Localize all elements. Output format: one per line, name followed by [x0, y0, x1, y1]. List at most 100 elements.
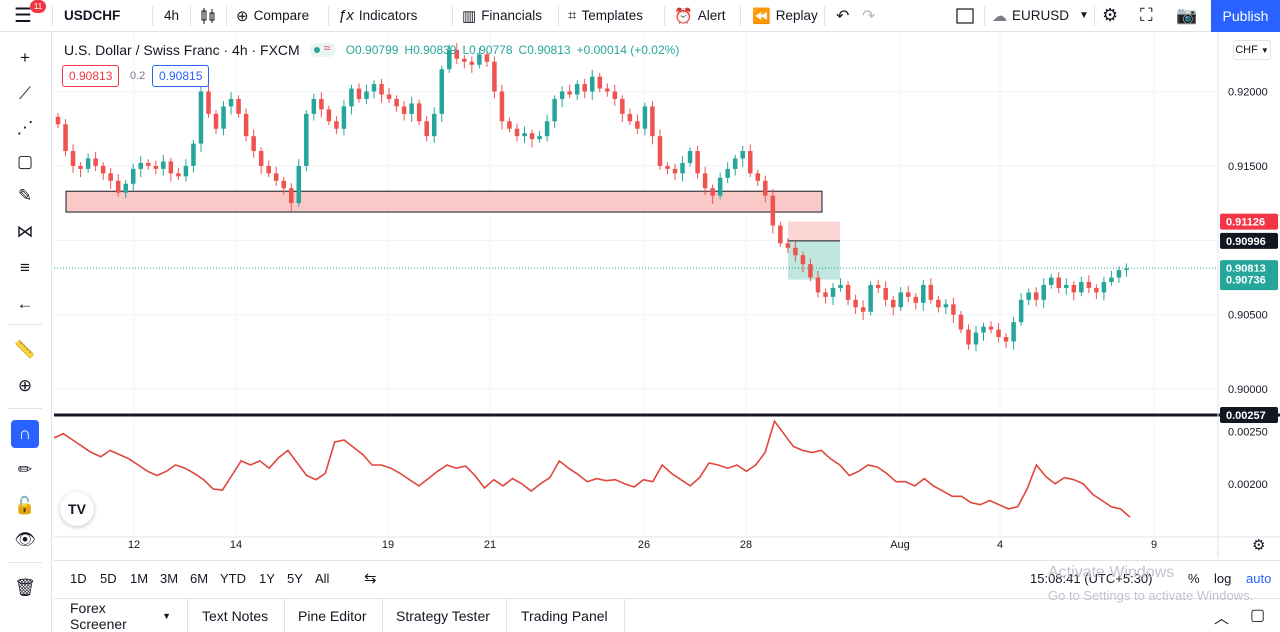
candle-body	[763, 180, 768, 196]
range-1y[interactable]: 1Y	[259, 571, 275, 586]
candle-body	[168, 161, 174, 174]
candle-body	[868, 284, 873, 312]
range-3m[interactable]: 3M	[160, 571, 179, 586]
indicators-button[interactable]: ƒx Indicators	[338, 0, 417, 31]
tab-forex-screener[interactable]: Forex Screener ▼	[54, 599, 188, 632]
candle-body	[484, 54, 490, 62]
trash-icon[interactable]: 🗑	[14, 578, 36, 597]
undo-icon[interactable]: ↶	[836, 7, 850, 25]
candle-body	[439, 69, 445, 114]
candle-body	[183, 165, 189, 177]
candle-body	[966, 329, 971, 345]
compare-button[interactable]: ⊕ Compare	[236, 0, 309, 31]
range-all[interactable]: All	[315, 571, 330, 586]
fullscreen-icon[interactable]: ⛶	[1140, 5, 1153, 25]
currency-dropdown[interactable]: CHF ▼	[1233, 40, 1271, 60]
range-5d[interactable]: 5D	[100, 571, 117, 586]
menu-icon[interactable]: ☰	[14, 5, 32, 27]
price-tick-label: 0.90000	[1228, 384, 1268, 396]
percent-toggle[interactable]: %	[1188, 571, 1200, 586]
interval-button[interactable]: 4h	[164, 8, 180, 23]
chevron-up-icon[interactable]: ︿	[1214, 610, 1230, 627]
candle-body	[349, 88, 354, 107]
tab-trading-panel[interactable]: Trading Panel	[505, 599, 625, 632]
date-range-icon[interactable]: ⇆	[364, 570, 377, 587]
clock-time[interactable]: 15:08:41 (UTC+5:30)	[1030, 571, 1153, 586]
range-1d[interactable]: 1D	[70, 571, 87, 586]
compare-symbol-button[interactable]: ☁ EURUSD ▼	[992, 0, 1089, 31]
templates-button[interactable]: ⌗ Templates	[568, 0, 643, 31]
candle-body	[492, 61, 497, 92]
candle-body	[635, 121, 640, 129]
ruler-icon[interactable]: 📏	[14, 340, 36, 359]
replay-button[interactable]: ⏪ Replay	[752, 0, 818, 31]
lock-icon[interactable]: 🔓	[14, 496, 36, 515]
lock-drawing-icon[interactable]: ✏	[17, 460, 33, 479]
candle-body	[906, 292, 911, 297]
candle-body	[785, 243, 791, 248]
plus-circle-icon: ⊕	[236, 7, 249, 25]
candle-body	[830, 287, 836, 297]
tradingview-logo[interactable]: TV	[60, 492, 94, 526]
candle-body	[582, 84, 587, 92]
chevron-down-icon: ▼	[162, 611, 171, 621]
bar-chart-icon: ▥	[462, 7, 477, 25]
zoom-in-icon[interactable]: ⊕	[17, 376, 33, 395]
fib-tool-icon[interactable]: ⋰	[16, 118, 34, 137]
layout-icon[interactable]	[956, 0, 974, 31]
candle-body	[138, 162, 144, 169]
settings-gear-icon[interactable]: ⚙	[1102, 5, 1119, 25]
range-ytd[interactable]: YTD	[220, 571, 246, 586]
publish-button[interactable]: Publish	[1211, 0, 1280, 32]
candle-body	[153, 165, 159, 169]
candle-body	[958, 314, 964, 330]
brush-icon[interactable]: ✎	[17, 186, 33, 205]
tab-label: Forex Screener	[70, 600, 127, 632]
candle-body	[680, 162, 685, 174]
candle-body	[747, 151, 753, 174]
candle-body	[650, 106, 655, 137]
range-6m[interactable]: 6M	[190, 571, 209, 586]
bottom-panel-tabs: Forex Screener ▼ Text Notes Pine Editor S…	[54, 598, 1280, 632]
redo-icon[interactable]: ↷	[862, 7, 876, 25]
sell-button[interactable]: 0.90813	[62, 65, 120, 87]
price-tick-label: 0.92000	[1228, 87, 1268, 99]
camera-icon[interactable]: 📷	[1176, 5, 1198, 25]
buy-button[interactable]: 0.90815	[152, 65, 210, 87]
price-chart[interactable]: 0.920000.915000.910000.905000.900000.002…	[54, 32, 1280, 558]
projection-icon[interactable]: ≡	[20, 258, 30, 277]
range-5y[interactable]: 5Y	[287, 571, 303, 586]
divider	[8, 562, 42, 563]
divider	[190, 6, 191, 26]
candle-body	[883, 287, 888, 300]
maximize-icon[interactable]: ▢	[1250, 607, 1266, 624]
candle-body	[943, 304, 949, 308]
log-toggle[interactable]: log	[1214, 571, 1232, 586]
fx-icon: ƒx	[338, 7, 354, 24]
crosshair-icon[interactable]: +	[20, 48, 30, 67]
symbol-search[interactable]: USDCHF	[64, 8, 121, 23]
alert-button[interactable]: ⏰ Alert	[674, 0, 725, 31]
candle-body	[462, 58, 467, 62]
tab-text-notes[interactable]: Text Notes	[186, 599, 286, 632]
candle-body	[401, 106, 407, 114]
candle-body	[793, 247, 798, 256]
pattern-icon[interactable]: ⋈	[16, 222, 34, 241]
eye-icon[interactable]: 👁	[14, 530, 36, 549]
arrow-left-icon[interactable]: ←	[16, 294, 34, 313]
candle-body	[544, 121, 550, 137]
replay-label: Replay	[775, 8, 818, 23]
candle-type-icon[interactable]	[200, 0, 216, 31]
financials-button[interactable]: ▥ Financials	[462, 0, 542, 31]
tab-strategy-tester[interactable]: Strategy Tester	[380, 599, 507, 632]
trend-line-icon[interactable]: ⟋	[19, 84, 31, 103]
range-1m[interactable]: 1M	[130, 571, 149, 586]
indicator-series-line	[54, 419, 1131, 518]
candle-body	[507, 121, 512, 129]
rectangle-tool-icon[interactable]: ▢	[16, 152, 34, 171]
tab-pine-editor[interactable]: Pine Editor	[282, 599, 384, 632]
candle-body	[1011, 322, 1016, 342]
magnet-icon[interactable]: ∩	[11, 420, 39, 448]
candle-body	[379, 84, 384, 95]
auto-toggle[interactable]: auto	[1246, 571, 1272, 586]
